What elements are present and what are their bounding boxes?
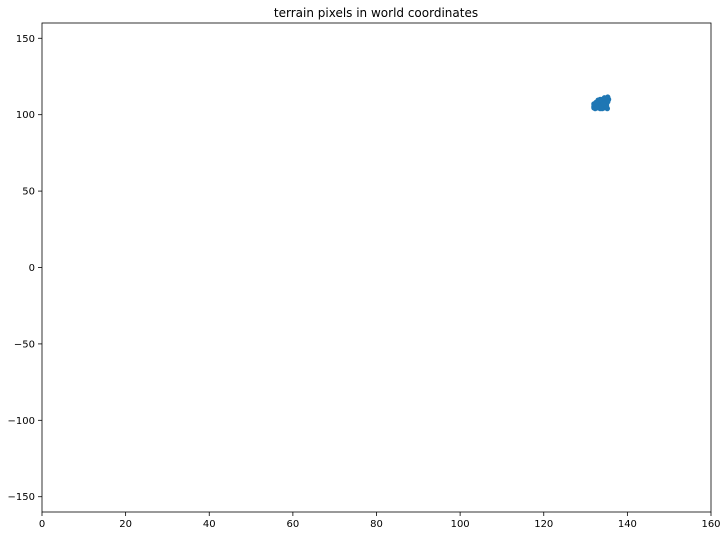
x-tick-label: 120 (534, 519, 553, 530)
data-point (594, 104, 600, 110)
x-tick-label: 40 (203, 519, 216, 530)
x-tick-label: 60 (287, 519, 300, 530)
data-point (597, 96, 603, 103)
x-tick-label: 100 (451, 519, 470, 530)
y-tick-label: −50 (14, 339, 35, 350)
plot-frame (41, 22, 712, 513)
data-point (593, 99, 599, 106)
x-tick-label: 80 (370, 519, 383, 530)
x-tick-label: 160 (701, 519, 720, 530)
y-tick-label: 100 (16, 110, 35, 121)
y-tick-label: 50 (22, 187, 35, 198)
data-point (605, 94, 611, 100)
data-points (591, 94, 612, 112)
y-tick-label: −100 (8, 416, 35, 427)
y-tick-label: 150 (16, 34, 35, 45)
axes: 0 20 40 60 80 100 120 140 160 −150 −100 −50 0 50 100 15… (8, 22, 721, 530)
y-tick-label: −150 (8, 492, 35, 503)
x-tick-label: 0 (39, 519, 45, 530)
x-tick-label: 140 (618, 519, 637, 530)
x-tick-label: 20 (119, 519, 132, 530)
data-point (600, 101, 607, 107)
y-tick-label: 0 (29, 263, 35, 274)
chart-title: terrain pixels in world coordinates (274, 6, 478, 20)
